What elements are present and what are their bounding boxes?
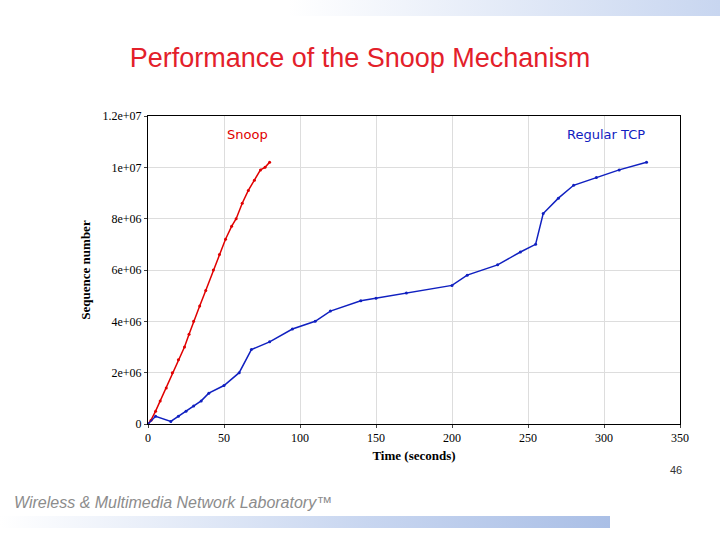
svg-text:50: 50 — [218, 431, 230, 445]
svg-text:4e+06: 4e+06 — [112, 315, 142, 329]
svg-text:150: 150 — [367, 431, 385, 445]
svg-text:Snoop: Snoop — [227, 127, 268, 142]
svg-text:250: 250 — [519, 431, 537, 445]
svg-text:2e+06: 2e+06 — [112, 366, 142, 380]
svg-text:0: 0 — [136, 417, 142, 431]
svg-text:Performance of the Snoop Mecha: Performance of the Snoop Mechanism — [130, 43, 591, 73]
svg-text:350: 350 — [671, 431, 689, 445]
svg-text:300: 300 — [595, 431, 613, 445]
svg-text:1e+07: 1e+07 — [112, 161, 142, 175]
svg-text:Sequence number: Sequence number — [78, 220, 93, 320]
html-text:Wireless & Multimedia Network: Wireless & Multimedia Network Laboratory… — [14, 494, 333, 511]
html-text:46: 46 — [670, 464, 683, 476]
svg-text:Time (seconds): Time (seconds) — [372, 448, 455, 463]
svg-text:6e+06: 6e+06 — [112, 263, 142, 277]
svg-text:100: 100 — [291, 431, 309, 445]
svg-text:0: 0 — [145, 431, 151, 445]
svg-text:Regular TCP: Regular TCP — [567, 127, 645, 142]
svg-text:1.2e+07: 1.2e+07 — [103, 109, 142, 123]
svg-text:8e+06: 8e+06 — [112, 212, 142, 226]
svg-text:200: 200 — [443, 431, 461, 445]
